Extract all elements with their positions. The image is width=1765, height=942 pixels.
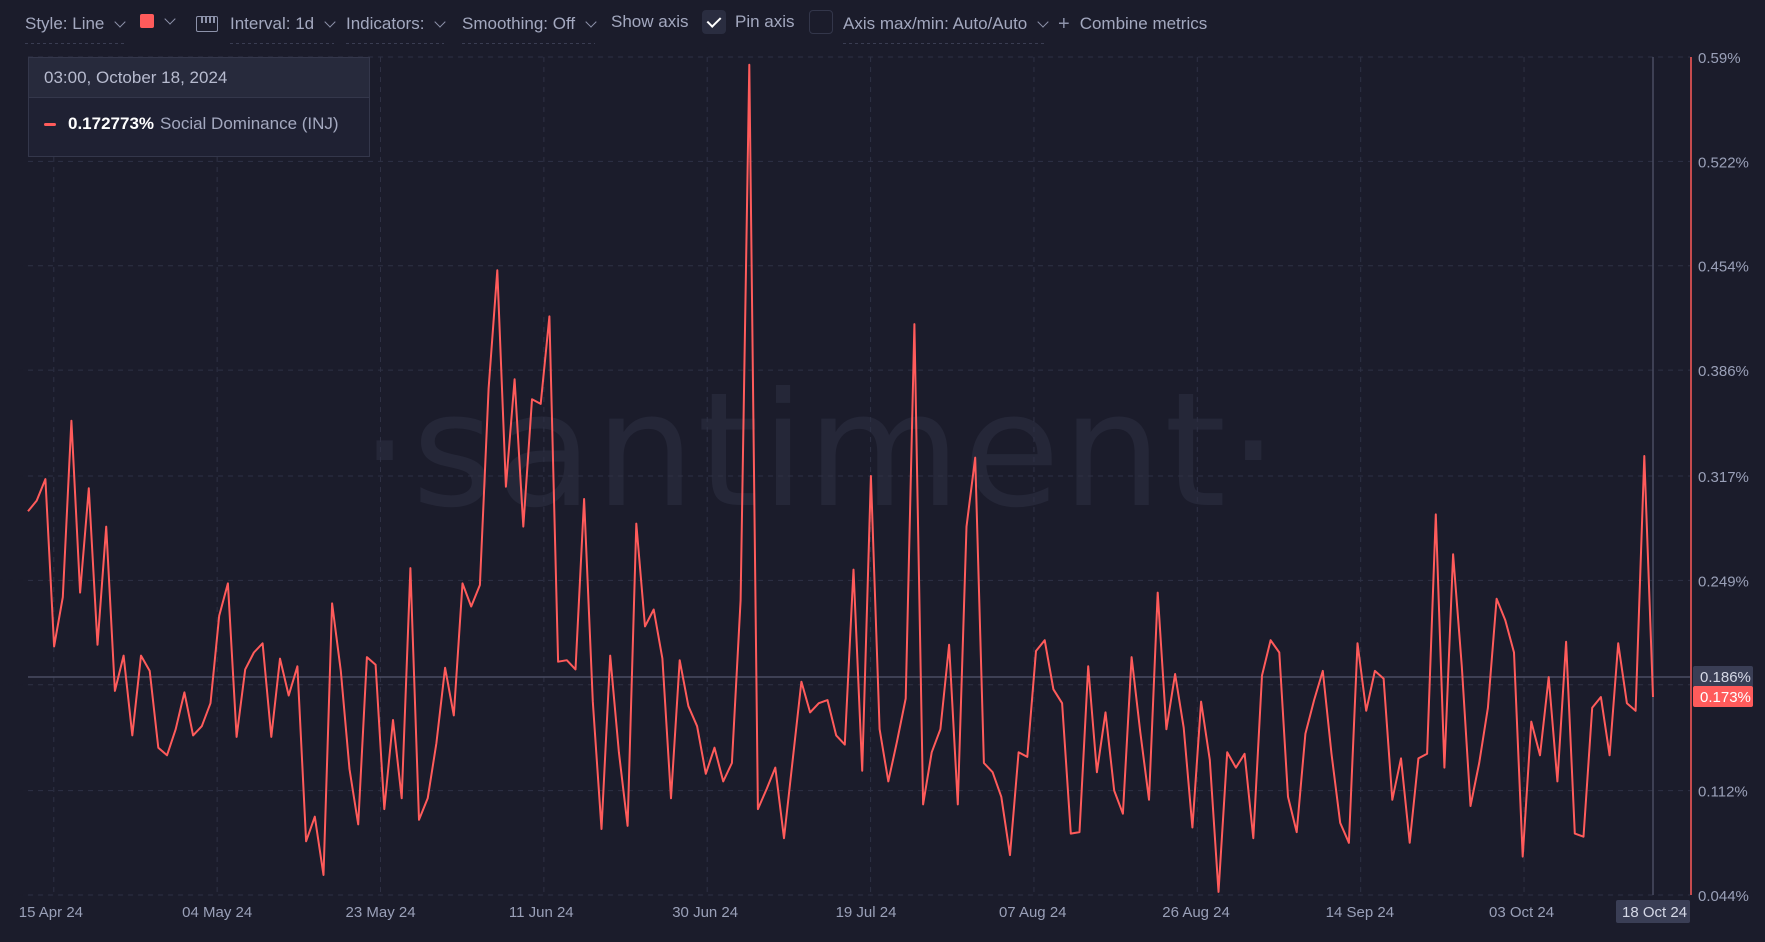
ruler-icon [196, 16, 218, 32]
x-axis: 15 Apr 24 04 May 24 23 May 24 11 Jun 24 30 J… [19, 904, 1678, 921]
indicators-label: Indicators: [346, 14, 425, 33]
crosshair-date-badge [1616, 900, 1690, 923]
x-tick-label: 26 Aug 24 [1162, 904, 1230, 921]
x-tick-label: 11 Jun 24 [509, 904, 574, 921]
y-tick-label: 0.454% [1698, 259, 1749, 276]
pin-axis-checkbox[interactable] [808, 10, 833, 34]
tooltip-metric-name: Social Dominance (INJ) [160, 114, 339, 133]
chart-toolbar: Style: Line Interval: 1d Indicators: Smo… [0, 0, 1765, 50]
x-tick-label: 19 Jul 24 [836, 904, 897, 921]
series-line-social-dominance [27, 63, 1654, 893]
interval-label: Interval: 1d [230, 14, 315, 33]
watermark: ·santiment· [360, 359, 1281, 543]
pin-axis-toggle[interactable]: Pin axis [735, 10, 833, 34]
y-tick-label: 0.386% [1698, 363, 1749, 380]
show-axis-toggle[interactable]: Show axis [611, 10, 727, 34]
tooltip-date: 03:00, October 18, 2024 [29, 58, 369, 98]
last-value-badge [1693, 686, 1753, 708]
dashed-underline [230, 43, 335, 44]
y-tick-label: 0.59% [1698, 50, 1741, 67]
tooltip-row: 0.172773% Social Dominance (INJ) [29, 98, 369, 150]
indicators-dropdown[interactable]: Indicators: [346, 14, 447, 44]
dashed-underline [25, 43, 125, 44]
pin-axis-label: Pin axis [735, 12, 795, 31]
x-tick-label: 15 Apr 24 [19, 904, 83, 921]
show-axis-label: Show axis [611, 12, 689, 31]
crosshair-value-badge [1693, 666, 1753, 688]
x-tick-label: 30 Jun 24 [672, 904, 738, 921]
tooltip-value: 0.172773% [68, 114, 155, 133]
y-tick-label: 0.249% [1698, 573, 1749, 590]
crosshair-date-label: 18 Oct 24 [1622, 904, 1687, 921]
x-tick-label: 14 Sep 24 [1326, 904, 1394, 921]
dashed-underline [843, 43, 1048, 44]
style-dropdown[interactable]: Style: Line [25, 14, 127, 44]
show-axis-checkbox[interactable] [702, 10, 727, 34]
smoothing-label: Smoothing: Off [462, 14, 576, 33]
axis-maxmin-dropdown[interactable]: Axis max/min: Auto/Auto [843, 14, 1049, 44]
grid-lines [28, 56, 1690, 896]
color-swatch [140, 14, 154, 28]
style-label: Style: Line [25, 14, 105, 33]
smoothing-dropdown[interactable]: Smoothing: Off [462, 14, 597, 44]
last-value-label: 0.173% [1700, 689, 1751, 706]
legend-dash-icon [44, 122, 56, 126]
axis-maxmin-label: Axis max/min: Auto/Auto [843, 14, 1028, 33]
chart-tooltip: 03:00, October 18, 2024 0.172773% Social… [28, 57, 370, 157]
color-dropdown[interactable] [140, 12, 176, 28]
y-axis: 0.59% 0.522% 0.454% 0.386% 0.317% 0.249% 0.186… [1698, 50, 1749, 905]
x-tick-label: 03 Oct 24 [1489, 904, 1554, 921]
y-tick-label: 0.044% [1698, 888, 1749, 905]
interval-dropdown[interactable]: Interval: 1d [196, 14, 336, 44]
y-tick-label: 0.112% [1698, 784, 1748, 801]
y-tick-label: 0.522% [1698, 154, 1749, 171]
combine-metrics-label: Combine metrics [1079, 14, 1208, 33]
combine-metrics-button[interactable]: + Combine metrics [1058, 14, 1207, 34]
x-tick-label: 07 Aug 24 [999, 904, 1067, 921]
axis-badges: 0.186% 0.173% 18 Oct 24 [1616, 666, 1753, 923]
y-tick-label: 0.317% [1698, 469, 1749, 486]
dashed-underline [346, 43, 445, 44]
x-tick-label: 04 May 24 [182, 904, 252, 921]
dashed-underline [462, 43, 596, 44]
plus-icon: + [1058, 13, 1070, 35]
x-tick-label: 23 May 24 [346, 904, 416, 921]
crosshair-value-label: 0.186% [1700, 669, 1751, 686]
